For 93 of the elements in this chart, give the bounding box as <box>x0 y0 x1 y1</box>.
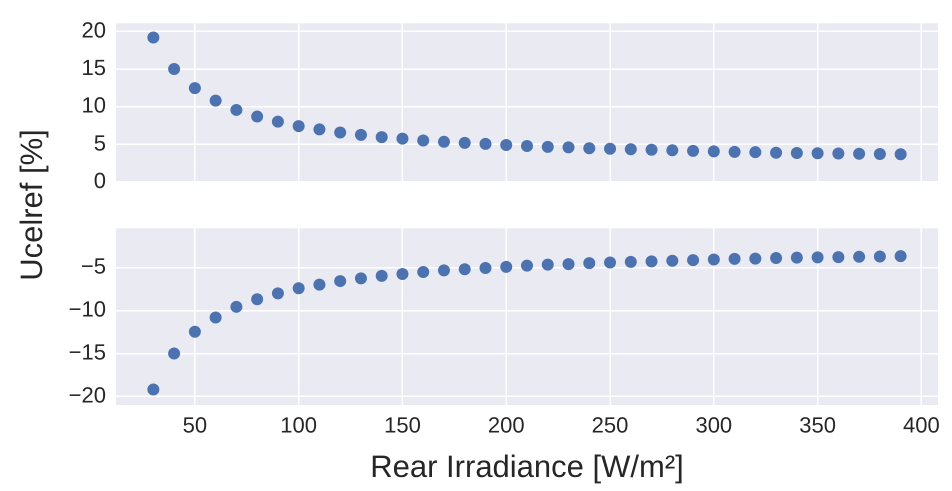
x-axis-title: Rear Irradiance [W/m²] <box>370 448 684 484</box>
point <box>334 126 346 138</box>
point <box>812 147 824 160</box>
point <box>562 141 575 154</box>
point <box>251 293 264 306</box>
point <box>604 256 616 269</box>
point <box>376 270 388 282</box>
x-tick-label: 300 <box>695 412 732 438</box>
point <box>894 148 907 160</box>
point <box>272 116 284 128</box>
point <box>147 384 160 396</box>
point <box>521 260 533 272</box>
point <box>230 104 242 116</box>
y-tick-label: −20 <box>68 382 106 408</box>
point <box>646 144 658 156</box>
point <box>894 250 907 262</box>
point <box>147 31 160 44</box>
y-tick-label: 0 <box>94 168 106 193</box>
y-tick-label: −5 <box>80 254 106 279</box>
point <box>376 131 388 144</box>
point <box>687 254 700 266</box>
point <box>853 148 866 160</box>
point <box>354 128 367 141</box>
point <box>210 311 222 324</box>
x-tick-label: 100 <box>280 412 318 438</box>
x-tick-label: 150 <box>384 412 421 438</box>
point <box>272 287 284 300</box>
point <box>646 255 658 268</box>
point <box>417 134 430 146</box>
x-tick-label: 350 <box>799 412 836 438</box>
point <box>770 252 782 264</box>
point <box>832 147 844 160</box>
point <box>210 94 222 107</box>
y-tick-label: −15 <box>68 340 106 365</box>
point <box>542 140 554 153</box>
point <box>812 251 824 264</box>
point <box>583 142 596 154</box>
point <box>438 264 450 276</box>
point <box>313 123 326 136</box>
y-axis-title: Ucelref [%] <box>14 129 50 281</box>
point <box>354 272 367 284</box>
point <box>728 252 741 265</box>
point <box>292 282 305 294</box>
point <box>334 275 346 288</box>
point <box>687 144 700 157</box>
point <box>292 120 305 132</box>
point <box>479 262 492 274</box>
point <box>542 258 554 271</box>
point <box>790 252 803 264</box>
y-tick-label: 5 <box>94 130 106 156</box>
point <box>396 132 408 145</box>
point <box>708 145 720 158</box>
point <box>666 254 678 267</box>
point <box>438 136 450 148</box>
x-tick-label: 200 <box>488 412 525 438</box>
point <box>708 254 720 266</box>
point <box>832 251 844 264</box>
point <box>790 147 803 160</box>
point <box>874 148 886 160</box>
point <box>168 63 180 76</box>
point <box>604 142 616 155</box>
point <box>770 146 782 159</box>
x-tick-label: 50 <box>182 412 208 438</box>
point <box>521 140 533 152</box>
point <box>168 348 180 360</box>
x-tick-label: 250 <box>592 412 628 438</box>
point <box>874 250 886 263</box>
point <box>417 266 430 278</box>
y-tick-label: 20 <box>82 18 106 43</box>
point <box>251 110 264 123</box>
point <box>562 258 575 270</box>
point <box>583 257 596 270</box>
point <box>853 250 866 263</box>
point <box>230 300 242 313</box>
point <box>624 256 637 268</box>
point <box>749 252 762 265</box>
point <box>188 326 201 338</box>
point <box>666 144 678 156</box>
point <box>728 146 741 158</box>
point <box>479 138 492 150</box>
point <box>624 143 637 156</box>
point <box>458 136 471 149</box>
y-tick-label: 10 <box>82 92 106 118</box>
y-tick-label: −10 <box>68 296 106 322</box>
point <box>749 146 762 158</box>
x-tick-label: 400 <box>903 412 940 438</box>
y-tick-label: 15 <box>82 55 106 80</box>
point <box>500 138 512 151</box>
point <box>188 82 201 94</box>
point <box>396 268 408 280</box>
point <box>500 260 512 273</box>
point <box>458 263 471 276</box>
point <box>313 278 326 291</box>
